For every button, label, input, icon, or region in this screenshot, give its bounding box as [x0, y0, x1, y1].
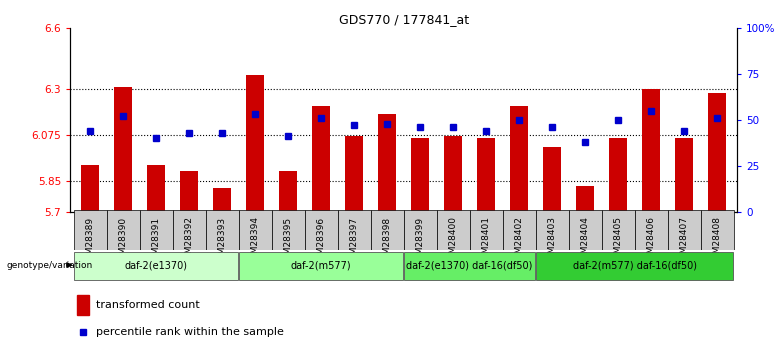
Bar — [477, 138, 495, 212]
Bar — [700, 210, 734, 250]
Bar — [403, 210, 437, 250]
Bar — [601, 210, 635, 250]
Text: GSM28394: GSM28394 — [250, 216, 260, 265]
Bar — [140, 210, 172, 250]
Text: GSM28392: GSM28392 — [185, 216, 193, 265]
Bar — [107, 210, 140, 250]
Bar — [77, 295, 89, 315]
Title: GDS770 / 177841_at: GDS770 / 177841_at — [339, 13, 469, 27]
Text: GSM28407: GSM28407 — [680, 216, 689, 265]
Text: transformed count: transformed count — [95, 300, 200, 310]
Text: GSM28398: GSM28398 — [383, 216, 392, 266]
Bar — [537, 252, 733, 279]
Bar — [271, 210, 305, 250]
Text: GSM28397: GSM28397 — [349, 216, 359, 266]
Text: GSM28391: GSM28391 — [151, 216, 161, 266]
Bar — [239, 252, 403, 279]
Bar — [437, 210, 470, 250]
Text: GSM28393: GSM28393 — [218, 216, 226, 266]
Bar — [668, 210, 700, 250]
Text: GSM28406: GSM28406 — [647, 216, 656, 265]
Bar — [206, 210, 239, 250]
Bar — [675, 138, 693, 212]
Bar — [180, 171, 198, 212]
Bar — [609, 138, 627, 212]
Bar — [246, 75, 264, 212]
Text: GSM28396: GSM28396 — [317, 216, 325, 266]
Text: GSM28399: GSM28399 — [416, 216, 424, 266]
Text: percentile rank within the sample: percentile rank within the sample — [95, 327, 283, 337]
Bar — [73, 210, 107, 250]
Bar — [569, 210, 601, 250]
Bar — [543, 147, 562, 212]
Bar — [576, 186, 594, 212]
Text: GSM28403: GSM28403 — [548, 216, 557, 265]
Text: daf-2(m577): daf-2(m577) — [291, 260, 352, 270]
Text: GSM28390: GSM28390 — [119, 216, 127, 266]
Text: GSM28389: GSM28389 — [86, 216, 94, 266]
Bar — [635, 210, 668, 250]
Text: daf-2(m577) daf-16(df50): daf-2(m577) daf-16(df50) — [573, 260, 697, 270]
Text: GSM28400: GSM28400 — [448, 216, 458, 265]
Bar — [370, 210, 403, 250]
Bar — [305, 210, 338, 250]
Bar — [536, 210, 569, 250]
Bar — [510, 106, 528, 212]
Bar — [74, 252, 238, 279]
Text: GSM28402: GSM28402 — [515, 216, 523, 265]
Text: GSM28404: GSM28404 — [581, 216, 590, 265]
Bar — [114, 87, 132, 212]
Text: daf-2(e1370): daf-2(e1370) — [125, 260, 187, 270]
Bar — [279, 171, 297, 212]
Bar — [411, 138, 429, 212]
Text: GSM28401: GSM28401 — [482, 216, 491, 265]
Text: GSM28395: GSM28395 — [284, 216, 292, 266]
Bar — [147, 165, 165, 212]
Bar — [312, 106, 330, 212]
Bar — [470, 210, 502, 250]
Bar — [81, 165, 99, 212]
Text: daf-2(e1370) daf-16(df50): daf-2(e1370) daf-16(df50) — [406, 260, 533, 270]
Bar — [708, 93, 726, 212]
Bar — [213, 188, 231, 212]
Bar — [404, 252, 535, 279]
Text: genotype/variation: genotype/variation — [6, 260, 93, 269]
Text: GSM28408: GSM28408 — [713, 216, 722, 265]
Bar — [378, 114, 396, 212]
Bar — [172, 210, 206, 250]
Bar — [345, 136, 363, 212]
Bar — [642, 89, 661, 212]
Bar — [338, 210, 370, 250]
Bar — [502, 210, 536, 250]
Bar — [444, 136, 463, 212]
Bar — [239, 210, 271, 250]
Text: GSM28405: GSM28405 — [614, 216, 622, 265]
